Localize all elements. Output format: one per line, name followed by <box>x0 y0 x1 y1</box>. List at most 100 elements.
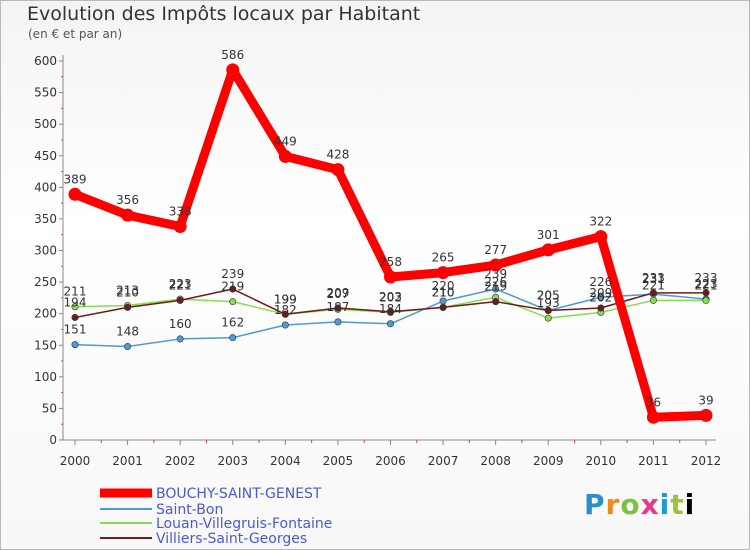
data-point <box>229 334 237 342</box>
data-label: 209 <box>589 286 612 300</box>
data-label: 338 <box>169 204 192 218</box>
data-label: 233 <box>695 271 718 285</box>
data-label: 205 <box>537 289 560 303</box>
data-label: 586 <box>221 48 244 62</box>
legend-label: BOUCHY-SAINT-GENEST <box>156 486 322 502</box>
data-label: 199 <box>274 292 297 306</box>
y-tick-label: 0 <box>49 433 57 447</box>
data-point <box>334 304 342 312</box>
logo-letter: i <box>684 488 696 521</box>
data-point <box>489 258 503 272</box>
data-label: 205 <box>537 289 560 303</box>
data-label: 356 <box>116 193 139 207</box>
data-label: 220 <box>432 279 455 293</box>
data-point <box>334 318 342 326</box>
y-tick-label: 350 <box>34 212 57 226</box>
data-point <box>646 410 660 424</box>
axes: 0 50 100 150 200 250 300 350 400 450 500 550 600 2000… <box>34 54 721 468</box>
data-point <box>439 303 447 311</box>
data-label: 182 <box>274 303 297 317</box>
data-label: 162 <box>221 316 244 330</box>
logo-letter: i <box>659 488 671 521</box>
data-point <box>124 343 132 351</box>
chart-title: Evolution des Impôts locaux par Habitant <box>27 3 421 25</box>
data-label: 221 <box>695 278 718 292</box>
data-label: 258 <box>379 255 402 269</box>
data-label: 193 <box>537 296 560 310</box>
chart-subtitle: (en € et par an) <box>28 27 123 41</box>
data-label: 322 <box>589 215 612 229</box>
data-point <box>331 163 345 177</box>
y-tick-label: 300 <box>34 244 57 258</box>
logo-letter: r <box>605 488 621 521</box>
data-label: 148 <box>116 325 139 339</box>
data-label: 277 <box>484 243 507 257</box>
data-label: 428 <box>326 148 349 162</box>
data-point <box>544 314 552 322</box>
legend-label: Saint-Bon <box>156 502 223 518</box>
data-point <box>124 303 132 311</box>
data-label: 202 <box>379 290 402 304</box>
y-tick-label: 400 <box>34 180 57 194</box>
data-label: 219 <box>221 280 244 294</box>
data-point <box>226 63 240 77</box>
data-label: 231 <box>642 272 665 286</box>
y-tick-label: 200 <box>34 307 57 321</box>
data-label: 213 <box>116 283 139 297</box>
data-point <box>699 408 713 422</box>
data-label: 239 <box>484 267 507 281</box>
data-point <box>649 296 657 304</box>
data-label: 223 <box>169 277 192 291</box>
data-point <box>649 289 657 297</box>
data-label: 184 <box>379 302 402 316</box>
data-label: 207 <box>326 287 349 301</box>
data-point <box>702 296 710 304</box>
data-point <box>386 320 394 328</box>
legend-label: Louan-Villegruis-Fontaine <box>156 516 332 532</box>
series-layer <box>68 63 713 424</box>
data-label: 210 <box>432 285 455 299</box>
data-label: 151 <box>64 323 87 337</box>
x-tick-label: 2001 <box>112 454 143 468</box>
data-label: 389 <box>64 172 87 186</box>
data-point <box>173 219 187 233</box>
data-label: 239 <box>221 267 244 281</box>
data-point <box>176 335 184 343</box>
data-point <box>68 187 82 201</box>
y-tick-label: 550 <box>34 86 57 100</box>
data-label: 223 <box>695 277 718 291</box>
y-tick-label: 50 <box>42 401 57 415</box>
x-tick-label: 2007 <box>428 454 459 468</box>
data-point <box>492 285 500 293</box>
data-point <box>71 341 79 349</box>
data-label: 221 <box>642 278 665 292</box>
data-label: 301 <box>537 228 560 242</box>
data-label: 226 <box>484 275 507 289</box>
data-label: 221 <box>169 278 192 292</box>
data-point <box>176 296 184 304</box>
y-tick-label: 450 <box>34 149 57 163</box>
data-label: 219 <box>484 280 507 294</box>
data-label: 36 <box>646 395 661 409</box>
data-label: 209 <box>326 286 349 300</box>
logo-letter: x <box>640 488 660 521</box>
x-tick-label: 2006 <box>375 454 406 468</box>
data-label: 187 <box>326 300 349 314</box>
data-label: 449 <box>274 134 297 148</box>
data-label: 211 <box>64 285 87 299</box>
x-tick-label: 2008 <box>480 454 511 468</box>
x-tick-label: 2002 <box>165 454 196 468</box>
series-line-0 <box>73 65 707 422</box>
data-point <box>71 313 79 321</box>
y-tick-label: 500 <box>34 117 57 131</box>
data-label: 160 <box>169 317 192 331</box>
legend: BOUCHY-SAINT-GENESTSaint-BonLouan-Villeg… <box>100 486 332 547</box>
data-label: 39 <box>698 393 713 407</box>
y-tick-label: 150 <box>34 338 57 352</box>
x-tick-label: 2009 <box>533 454 564 468</box>
data-label: 202 <box>589 290 612 304</box>
x-tick-label: 2000 <box>60 454 91 468</box>
legend-label: Villiers-Saint-Georges <box>156 531 307 547</box>
